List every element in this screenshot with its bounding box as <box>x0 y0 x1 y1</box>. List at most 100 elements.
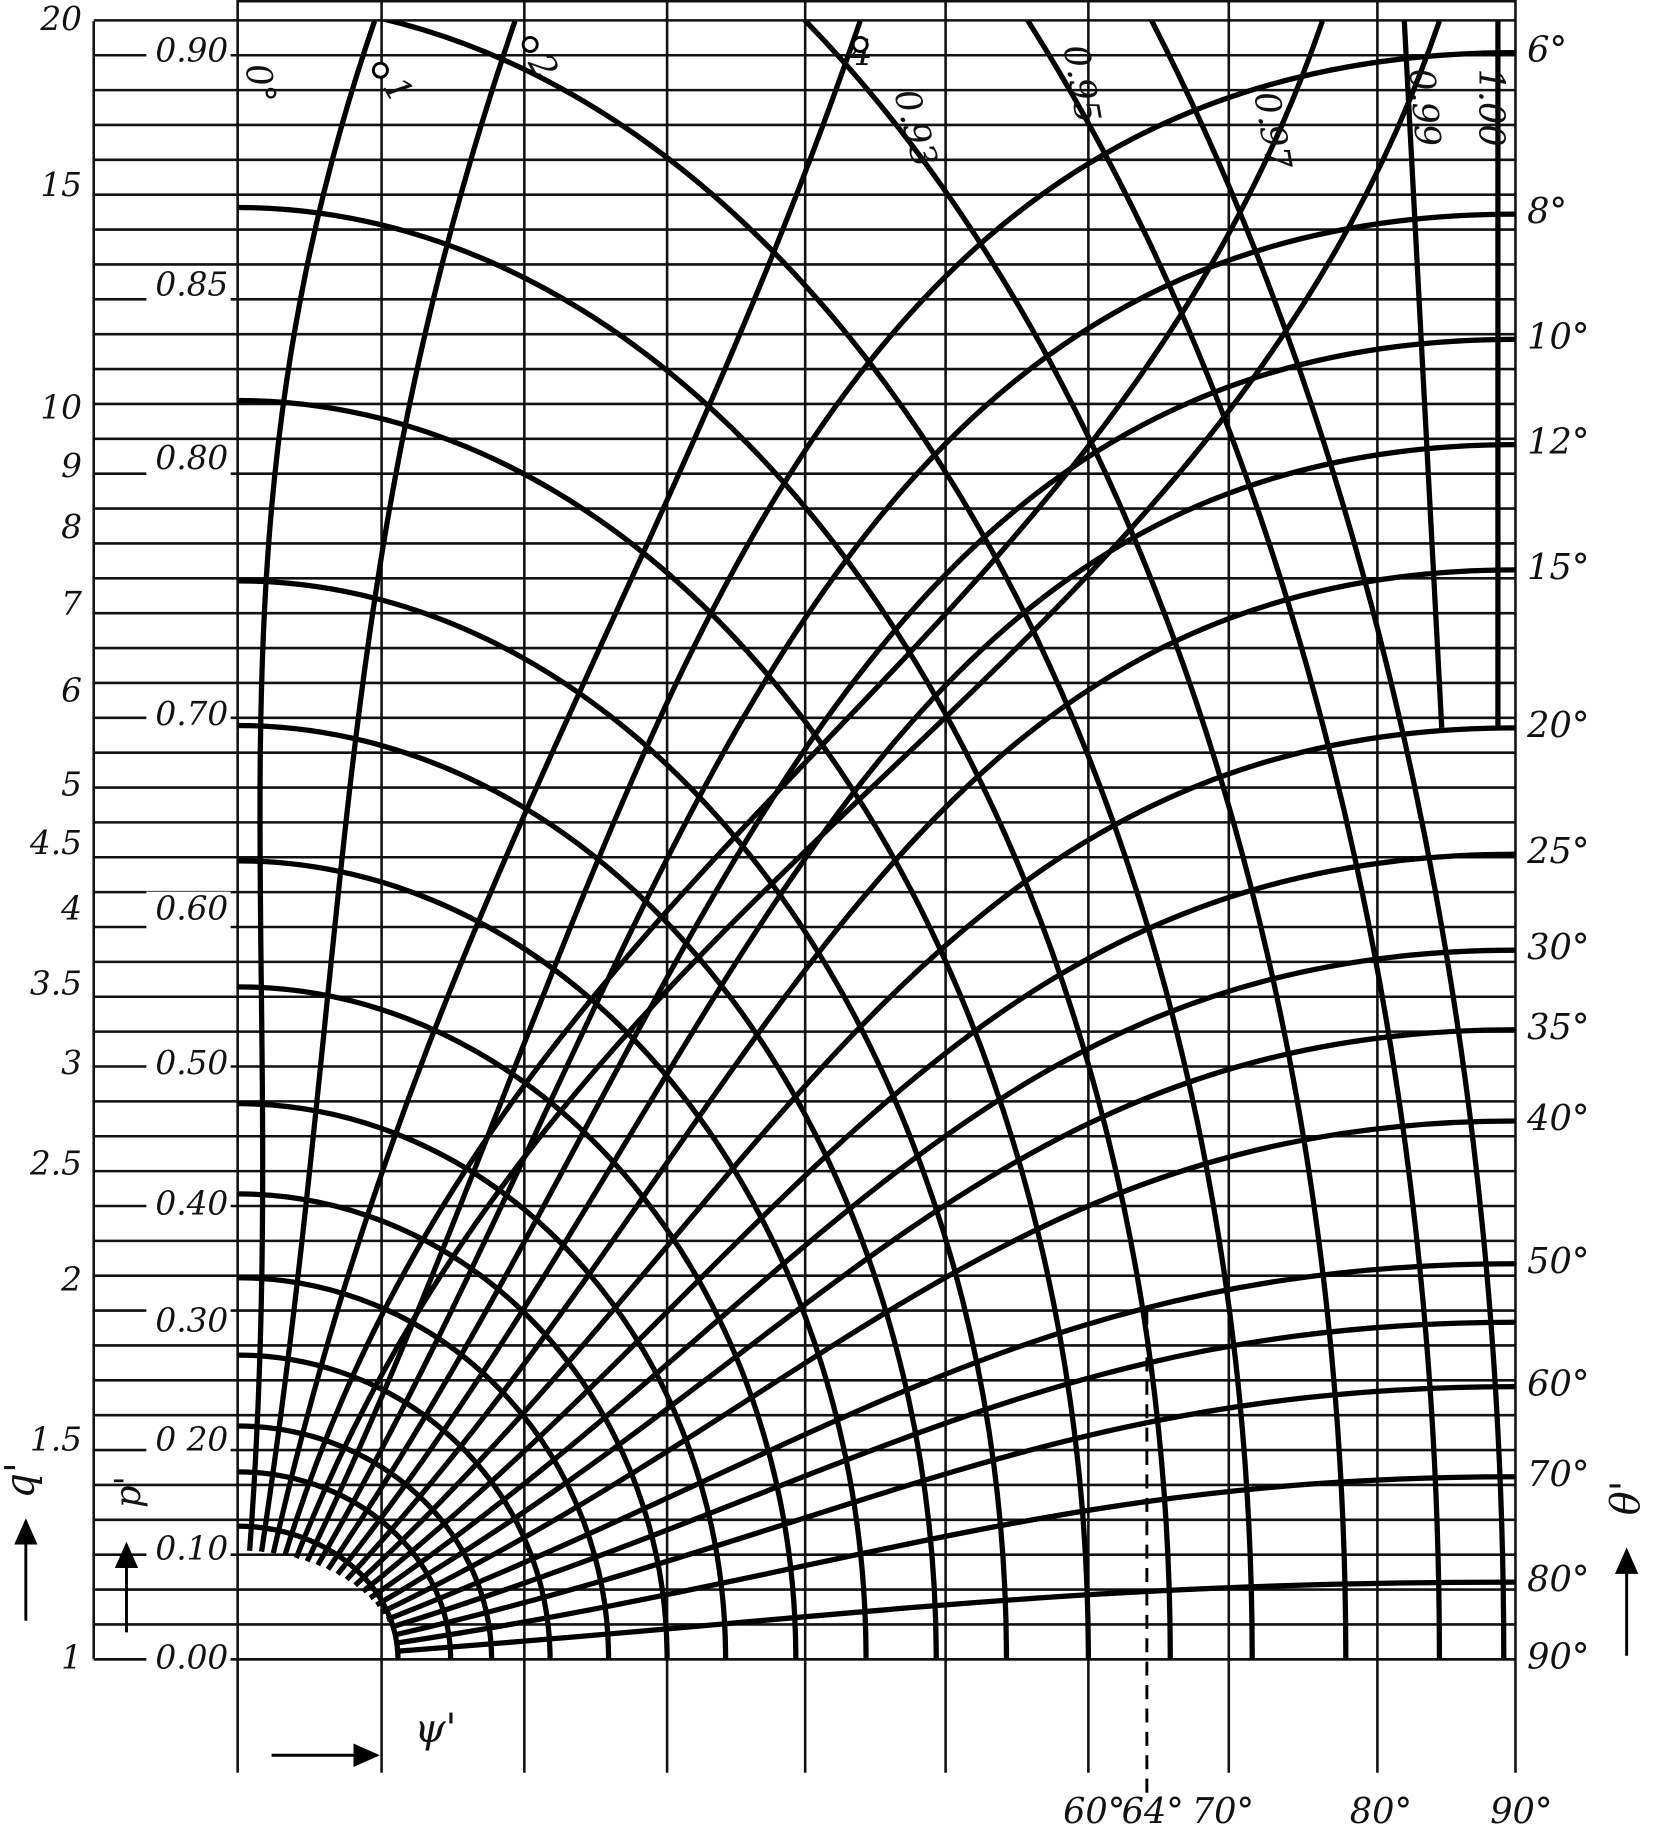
q-tick-label: 3 <box>61 1044 82 1082</box>
q-tick-label: 20 <box>39 0 82 38</box>
curve <box>393 1384 1516 1638</box>
p-tick-label: 0.40 <box>155 1184 228 1222</box>
q-tick-label: 1 <box>61 1638 82 1676</box>
p-tick-label: 0.90 <box>155 32 228 70</box>
curve <box>380 21 1255 1660</box>
curve <box>325 336 1516 1571</box>
curve <box>801 21 1349 1660</box>
curve <box>270 21 863 1554</box>
q-tick-label: 5 <box>61 765 82 803</box>
curve <box>258 21 518 1553</box>
p-axis-label: p' <box>108 1476 149 1508</box>
theta-tick-label: 30° <box>1527 927 1589 968</box>
theta-tick-label: 20° <box>1526 705 1589 746</box>
theta-tick-label: 90° <box>1527 1636 1589 1677</box>
q-tick-label: 4.5 <box>29 824 82 862</box>
curve-label: 0.93 <box>885 85 945 171</box>
label-bg <box>146 1640 231 1679</box>
curve <box>237 1423 495 1660</box>
curve <box>397 1579 1516 1654</box>
q-tick-label: 2 <box>60 1260 82 1298</box>
q-tick-label: 8 <box>61 508 82 546</box>
theta-tick-label: 80° <box>1527 1559 1589 1600</box>
curve <box>237 397 1091 1660</box>
curve <box>390 1319 1516 1630</box>
q-tick-label: 7 <box>61 585 82 623</box>
curve <box>304 50 1516 1563</box>
curve <box>237 858 869 1660</box>
curve-label: 0.99 <box>1401 67 1449 148</box>
p-tick-label: 0.30 <box>155 1301 228 1339</box>
label-bg <box>146 697 231 735</box>
psi-axis-label: ψ' <box>414 1706 456 1752</box>
q-tick-label: 1.5 <box>30 1421 82 1459</box>
theta-tick-label: 25° <box>1526 831 1589 872</box>
label-bg <box>146 267 231 306</box>
curve <box>237 1101 729 1660</box>
curve-marker <box>521 35 539 53</box>
curve <box>375 1027 1516 1608</box>
label-bg <box>146 441 231 479</box>
psi-tick-label: 90° <box>1490 1791 1552 1832</box>
curve <box>385 1261 1516 1622</box>
curve-marker <box>371 61 389 79</box>
curve <box>344 567 1516 1582</box>
curve <box>353 725 1516 1588</box>
theta-tick-label: 10° <box>1527 316 1589 357</box>
curves <box>237 21 1516 1660</box>
psi-tick-label: 70° <box>1192 1791 1254 1832</box>
theta-tick-label: 35° <box>1527 1007 1589 1048</box>
curve <box>237 204 1173 1660</box>
theta-tick-label: 12° <box>1527 422 1589 463</box>
q-tick-label: 4 <box>60 889 82 927</box>
q-tick-label: 10 <box>40 389 82 427</box>
curve <box>237 1469 454 1660</box>
curve <box>282 21 1325 1557</box>
theta-tick-label: 6° <box>1527 30 1567 71</box>
theta-tick-label: 15° <box>1527 547 1589 588</box>
curve <box>368 947 1516 1601</box>
q-tick-label: 15 <box>40 166 82 204</box>
curve <box>335 442 1516 1576</box>
theta-tick-label: 60° <box>1527 1364 1589 1405</box>
p-tick-label: 0.80 <box>155 439 228 477</box>
curve <box>237 1191 670 1660</box>
p-tick-label: 0.60 <box>155 889 228 927</box>
curve <box>315 211 1516 1567</box>
curve <box>380 1118 1516 1615</box>
label-bg <box>146 891 231 930</box>
label-bg <box>146 1186 231 1224</box>
curve <box>237 1275 612 1660</box>
curve <box>1148 21 1507 1660</box>
q-axis-label: q' <box>0 1462 44 1498</box>
p-tick-label: 0.70 <box>155 695 228 733</box>
curve-marker <box>851 35 869 53</box>
p-tick-label: 0.50 <box>155 1044 228 1082</box>
curve <box>361 851 1516 1594</box>
label-bg <box>146 1422 231 1461</box>
curve <box>395 1474 1516 1646</box>
label-bg <box>146 1531 231 1570</box>
p-tick-label: 0.00 <box>155 1638 228 1676</box>
curve <box>237 984 799 1660</box>
p-tick-label: 0.10 <box>155 1529 228 1567</box>
psi-tick-label: 80° <box>1350 1791 1412 1832</box>
curve <box>293 21 1442 1559</box>
curve <box>1024 21 1443 1660</box>
theta-tick-label: 70° <box>1527 1454 1589 1495</box>
theta-tick-label: 40° <box>1526 1098 1589 1139</box>
theta-axis-label: θ' <box>1603 1480 1649 1515</box>
q-tick-label: 2.5 <box>29 1144 82 1182</box>
label-bg <box>146 1303 231 1342</box>
theta-tick-label: 50° <box>1527 1241 1589 1282</box>
q-tick-label: 3.5 <box>30 964 82 1002</box>
q-tick-label: 6 <box>61 672 82 710</box>
curve <box>237 1352 553 1660</box>
psi-tick-label: 64° <box>1122 1791 1184 1832</box>
p-tick-label: 0.85 <box>155 266 228 304</box>
label-bg <box>146 1046 231 1084</box>
psi-tick-label: 60° <box>1063 1791 1125 1832</box>
